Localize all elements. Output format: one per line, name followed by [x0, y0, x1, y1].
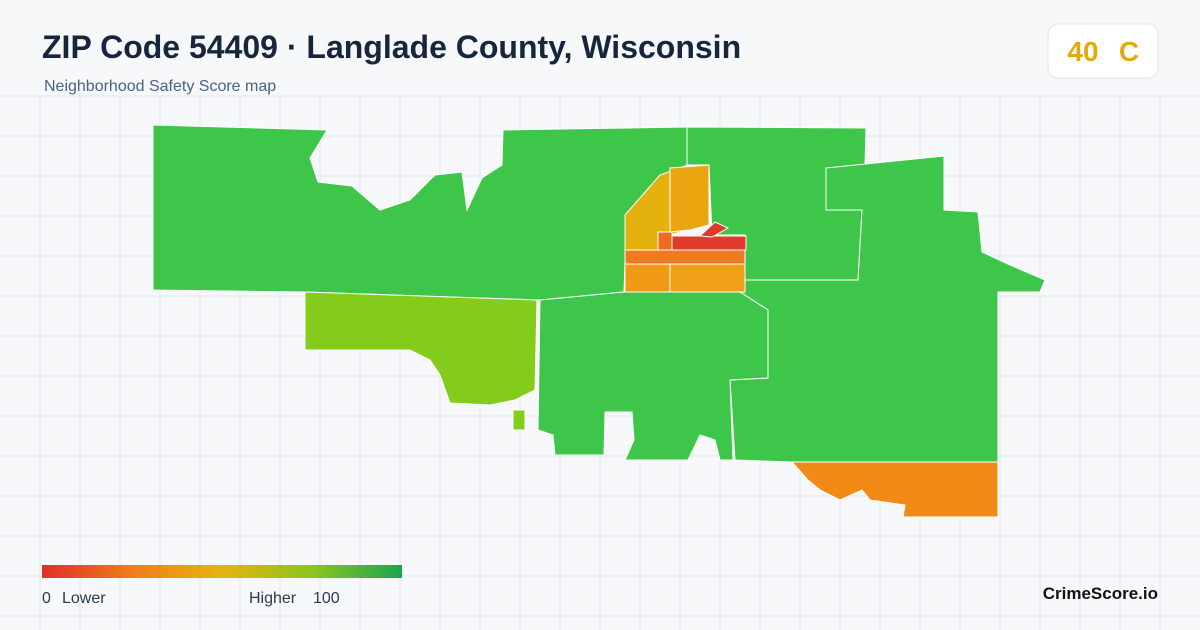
map-region	[669, 263, 746, 293]
score-badge	[1047, 23, 1159, 79]
title: ZIP Code 54409 · Langlade County, Wiscon…	[42, 29, 741, 65]
score-grade: C	[1119, 36, 1139, 67]
score-value: 40	[1067, 36, 1098, 67]
map-region	[790, 461, 999, 518]
legend-max-label: Higher	[249, 590, 297, 607]
map-region	[537, 291, 769, 461]
map	[152, 124, 1046, 518]
legend-min-label: Lower	[62, 590, 106, 607]
legend-scale	[42, 565, 402, 578]
map-region	[304, 291, 538, 406]
map-region	[657, 231, 673, 251]
legend-min: 0	[42, 590, 51, 607]
grid	[0, 95, 1200, 630]
brand: CrimeScore.io	[1043, 584, 1158, 603]
map-region	[671, 235, 747, 251]
map-region	[698, 221, 730, 238]
legend-max: 100	[313, 590, 340, 607]
map-region	[624, 249, 746, 265]
subtitle: Neighborhood Safety Score map	[44, 78, 276, 95]
map-region	[512, 409, 526, 431]
map-region	[624, 261, 671, 293]
map-region	[669, 164, 710, 233]
